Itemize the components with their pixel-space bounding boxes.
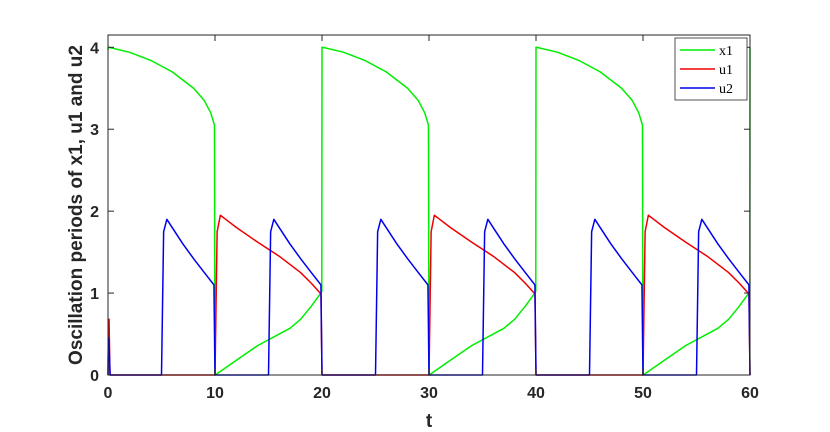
x-tick-label: 40 bbox=[527, 385, 545, 402]
series-line-u1 bbox=[107, 214, 751, 376]
y-tick-label: 1 bbox=[90, 286, 99, 303]
y-tick-label: 3 bbox=[90, 122, 99, 139]
legend-label-x1: x1 bbox=[719, 44, 733, 59]
legend: x1 u1 u2 bbox=[674, 37, 748, 101]
y-tick-label: 2 bbox=[90, 204, 99, 221]
y-tick-label: 0 bbox=[90, 368, 99, 385]
legend-label-u1: u1 bbox=[719, 63, 733, 78]
x-tick-label: 0 bbox=[104, 385, 113, 402]
axes: 0 10 20 30 40 50 60 0 1 2 3 4 bbox=[90, 34, 759, 402]
y-axis-label: Oscillation periods of x1, u1 and u2 bbox=[66, 45, 87, 365]
x-tick-label: 30 bbox=[420, 385, 438, 402]
x-tick-label: 20 bbox=[313, 385, 331, 402]
legend-label-u2: u2 bbox=[719, 82, 733, 97]
series-line-u2 bbox=[107, 218, 751, 376]
x-axis-label: t bbox=[426, 411, 433, 432]
x-tick-label: 50 bbox=[634, 385, 652, 402]
y-tick-label: 4 bbox=[90, 40, 99, 57]
x-tick-label: 60 bbox=[741, 385, 759, 402]
x-tick-label: 10 bbox=[206, 385, 224, 402]
